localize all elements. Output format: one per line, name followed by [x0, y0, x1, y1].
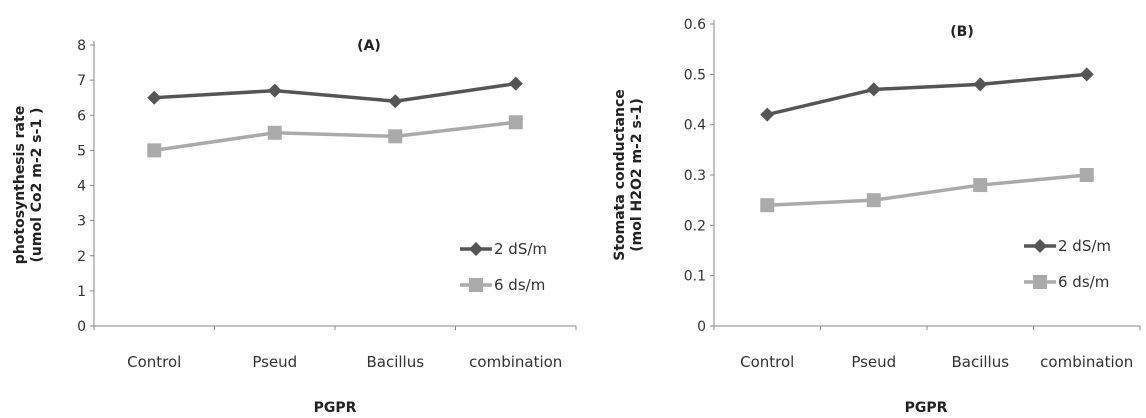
data-point-marker [760, 107, 775, 122]
y-tick-label: 0.3 [684, 168, 706, 184]
y-tick-label: 1 [77, 284, 86, 300]
series-line-0 [154, 81, 517, 103]
legend-marker [1033, 275, 1047, 289]
legend-marker [1033, 239, 1047, 253]
x-axis-title: PGPR [314, 400, 357, 416]
series-line-0 [766, 72, 1087, 117]
chart-b: 0 0.1 0.2 0.3 0.4 0.5 0.6 Control Pseud Bacillus c… [612, 17, 1141, 416]
legend-label: 6 ds/m [494, 276, 545, 294]
y-tick-label: 0.1 [684, 269, 706, 285]
panel-title: (A) [357, 38, 381, 54]
x-category-label: Pseud [851, 353, 896, 371]
y-axis-title-line: photosynthesis rate [12, 106, 28, 264]
data-point-marker [267, 125, 282, 140]
data-point-marker [388, 129, 403, 144]
data-point-marker [866, 82, 881, 97]
data-point-marker [1079, 168, 1094, 182]
y-axis-title-line: (umol Co2 m-2 s-1 ) [29, 108, 45, 263]
y-tick-label: 0.2 [684, 218, 706, 234]
data-point-marker [147, 90, 162, 105]
y-tick-label: 8 [77, 38, 86, 54]
y-tick-label: 0.5 [684, 67, 706, 83]
y-tick-label: 6 [77, 108, 86, 124]
panel-title: (B) [950, 24, 973, 40]
x-category-label: combination [469, 353, 562, 371]
series-line-1 [153, 120, 516, 153]
data-point-marker [267, 83, 282, 98]
x-category-label: Control [127, 353, 181, 371]
data-point-marker [508, 76, 523, 91]
chart-a: 0 1 2 3 4 5 6 7 8 Control Pseud Bacillus combination… [12, 38, 577, 416]
y-tick-label: 0 [697, 319, 706, 335]
x-category-label: Bacillus [366, 353, 424, 371]
data-point-marker [147, 143, 162, 158]
series-line-1 [767, 173, 1087, 207]
y-tick-label: 0.4 [684, 118, 706, 134]
legend-marker [469, 278, 483, 292]
y-tick-label: 7 [77, 73, 86, 89]
y-tick-label: 0 [77, 319, 86, 335]
y-tick-label: 0.6 [684, 17, 706, 33]
legend-marker [469, 242, 483, 256]
data-point-marker [973, 178, 988, 193]
x-axis-title: PGPR [905, 400, 948, 416]
y-tick-label: 3 [77, 214, 86, 230]
y-tick-label: 4 [77, 179, 86, 195]
y-axis-title-line: Stomata conductance [612, 89, 628, 261]
y-tick-label: 2 [77, 249, 86, 265]
legend-label: 2 dS/m [1058, 237, 1111, 255]
legend-label: 6 ds/m [1058, 273, 1109, 291]
x-category-label: combination [1040, 353, 1133, 371]
data-point-marker [508, 115, 523, 130]
x-category-label: Bacillus [951, 353, 1009, 371]
data-point-marker [760, 198, 775, 213]
data-point-marker [973, 77, 988, 92]
data-point-marker [866, 193, 881, 208]
x-category-label: Control [740, 353, 794, 371]
legend-label: 2 dS/m [494, 240, 547, 258]
y-tick-label: 5 [77, 143, 86, 159]
x-category-label: Pseud [252, 353, 297, 371]
data-point-marker [388, 94, 403, 109]
y-axis-title-line: (mol H2O2 m-2 s-1) [629, 98, 645, 252]
data-point-marker [1079, 67, 1094, 82]
